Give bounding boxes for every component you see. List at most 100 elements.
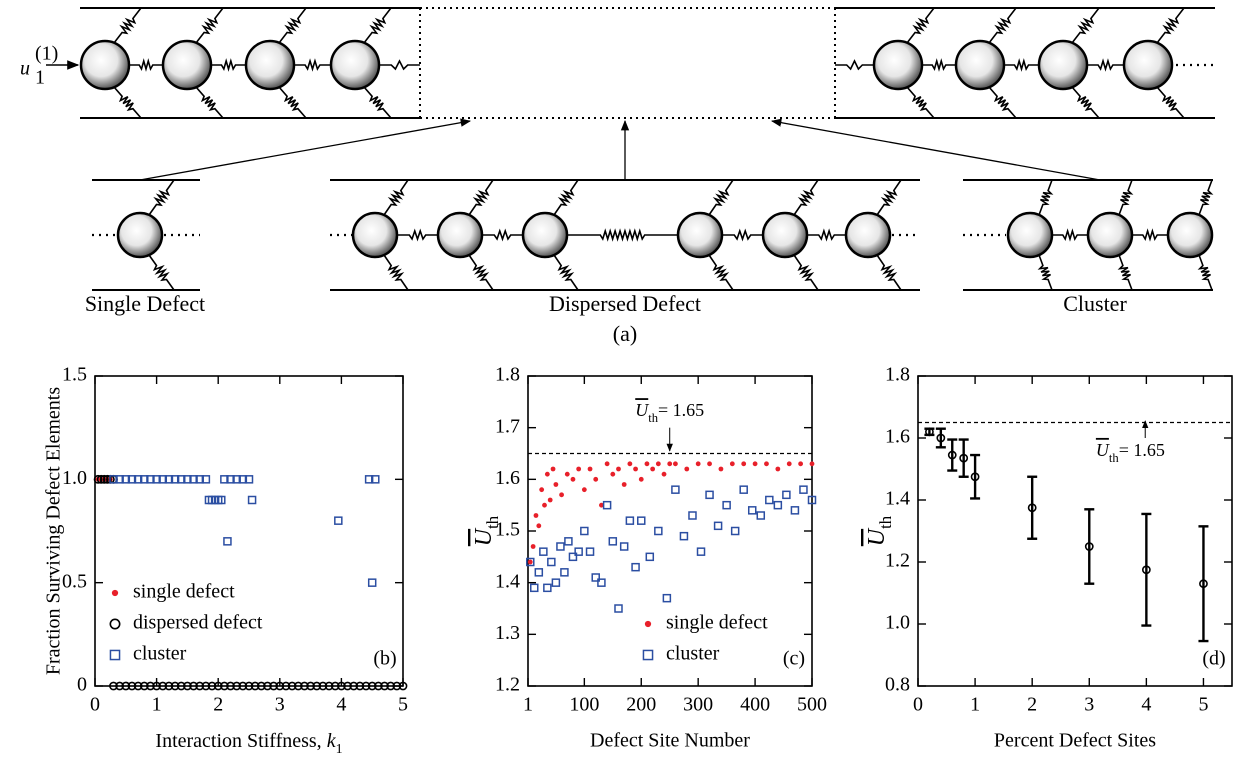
spring <box>363 7 392 44</box>
legend-label: single defect <box>666 612 768 634</box>
y-tick-label: 1.4 <box>495 570 520 592</box>
point <box>530 583 539 593</box>
point <box>526 557 535 567</box>
point <box>164 475 174 484</box>
spring <box>1156 86 1185 119</box>
point <box>164 681 174 691</box>
point <box>1084 542 1094 551</box>
point <box>96 474 106 484</box>
point <box>152 475 161 484</box>
y-tick-label: 1.5 <box>495 519 520 541</box>
spring <box>876 254 902 291</box>
y-tick-label: 1.0 <box>62 467 87 489</box>
point <box>667 461 673 467</box>
point <box>644 461 650 467</box>
point <box>244 475 254 484</box>
x-tick-label: 5 <box>1198 694 1208 716</box>
point <box>263 681 272 691</box>
point <box>207 681 217 691</box>
spring <box>835 59 874 71</box>
spring <box>722 228 763 242</box>
point <box>312 681 322 691</box>
point <box>176 681 186 691</box>
point <box>93 474 103 484</box>
point <box>1141 565 1151 575</box>
point <box>550 466 556 472</box>
spring <box>1198 179 1214 216</box>
y-tick-label: 1.7 <box>495 415 520 437</box>
point <box>602 500 612 510</box>
spring <box>363 86 392 119</box>
y-axis-label: Uth <box>471 515 503 546</box>
point <box>195 681 205 691</box>
plot-frame <box>527 375 813 687</box>
point <box>530 544 536 549</box>
mass <box>1037 39 1089 91</box>
point <box>559 492 564 498</box>
plot-frame <box>94 375 404 687</box>
point <box>269 681 279 691</box>
spring <box>211 58 246 72</box>
spring <box>1071 86 1100 119</box>
point <box>627 461 633 467</box>
point <box>306 681 315 691</box>
point <box>223 537 232 546</box>
point <box>599 502 604 508</box>
point <box>217 495 226 505</box>
x-tick-label: 2 <box>213 694 223 716</box>
point <box>645 552 655 562</box>
spring <box>1117 254 1133 291</box>
x-tick-label: 1 <box>970 694 980 716</box>
y-axis-label: Uth <box>864 515 896 546</box>
point <box>220 475 229 484</box>
point <box>614 604 623 613</box>
panel-label: (c) <box>783 648 805 670</box>
point <box>564 471 570 477</box>
legend-marker <box>111 589 119 597</box>
panel-label: (d) <box>1202 648 1225 670</box>
point <box>318 681 328 691</box>
point <box>158 475 168 484</box>
symbol: U <box>864 527 890 546</box>
point <box>775 466 781 472</box>
spring <box>793 179 819 216</box>
point <box>133 681 143 691</box>
defect-label: Single Defect <box>85 291 205 316</box>
spring <box>195 7 224 44</box>
defect-label: Dispersed Defect <box>549 291 701 316</box>
input-superscript: (1) <box>35 43 58 65</box>
point <box>158 681 168 691</box>
point <box>99 474 109 484</box>
spring <box>278 7 307 44</box>
point <box>238 475 248 484</box>
caption: (a) <box>613 321 637 346</box>
point <box>287 681 297 691</box>
point <box>127 681 137 691</box>
point <box>581 487 587 493</box>
point <box>654 526 663 536</box>
zoom-arrow <box>770 118 1101 181</box>
x-axis-label: Defect Site Number <box>590 730 750 752</box>
mass <box>244 39 296 91</box>
legend-marker <box>644 620 652 628</box>
point <box>176 475 186 484</box>
point <box>633 466 638 472</box>
point <box>527 559 533 565</box>
spring <box>383 254 409 291</box>
spring <box>482 228 523 242</box>
input-symbol: u <box>20 58 30 80</box>
symbol: U <box>1096 440 1110 460</box>
point <box>688 511 697 520</box>
point <box>219 681 229 691</box>
point <box>152 681 161 691</box>
y-tick-label: 0.8 <box>885 674 910 696</box>
point <box>195 475 204 484</box>
point <box>539 547 548 556</box>
point <box>115 681 125 691</box>
point <box>705 490 714 500</box>
mass <box>1122 39 1174 91</box>
input-subscript: 1 <box>35 67 45 89</box>
spring <box>922 58 956 72</box>
y-tick-label: 1.2 <box>495 674 520 696</box>
